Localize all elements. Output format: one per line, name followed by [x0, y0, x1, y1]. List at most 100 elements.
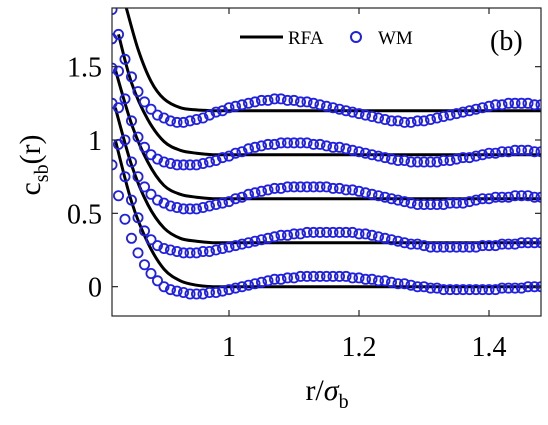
- wm-point: [262, 275, 274, 287]
- wm-point: [314, 270, 326, 282]
- wm-point: [496, 146, 508, 158]
- wm-point: [281, 94, 293, 106]
- y-tick-label: 1: [88, 126, 102, 157]
- rfa-line-3: [117, 34, 541, 157]
- wm-point: [242, 188, 254, 200]
- wm-point: [457, 197, 469, 209]
- wm-point: [184, 159, 196, 171]
- wm-point: [424, 156, 436, 168]
- wm-point: [268, 273, 280, 285]
- wm-point: [249, 187, 261, 199]
- wm-point: [502, 282, 514, 294]
- wm-point: [463, 105, 475, 117]
- wm-point: [171, 245, 183, 257]
- x-tick-label: 1: [222, 332, 236, 363]
- x-tick-label: 1.4: [472, 332, 507, 363]
- wm-point: [333, 103, 345, 115]
- wm-point: [509, 144, 521, 156]
- wm-point: [164, 244, 176, 256]
- wm-point: [405, 238, 417, 250]
- wm-point: [210, 198, 222, 210]
- wm-point: [398, 154, 410, 166]
- wm-point: [171, 116, 183, 128]
- wm-point: [450, 284, 462, 296]
- wm-point: [359, 109, 371, 121]
- wm-point: [203, 245, 215, 257]
- wm-point: [392, 194, 404, 206]
- wm-point: [151, 240, 163, 252]
- wm-point: [463, 241, 475, 253]
- wm-point: [158, 197, 170, 209]
- wm-point: [132, 247, 144, 259]
- wm-point: [327, 102, 339, 114]
- wm-point: [327, 141, 339, 153]
- wm-point: [275, 137, 287, 149]
- wm-point: [437, 241, 449, 253]
- wm-point: [203, 156, 215, 168]
- wm-point: [281, 272, 293, 284]
- wm-point: [437, 154, 449, 166]
- wm-point: [177, 247, 189, 259]
- wm-point: [529, 99, 541, 111]
- wm-point: [411, 115, 423, 127]
- wm-point: [158, 281, 170, 293]
- wm-point: [450, 153, 462, 165]
- wm-point: [138, 96, 150, 108]
- wm-point: [177, 159, 189, 171]
- wm-point: [496, 282, 508, 294]
- wm-point: [184, 115, 196, 127]
- wm-point: [535, 99, 541, 111]
- rfa-line-2: [113, 69, 541, 201]
- wm-point: [275, 93, 287, 105]
- wm-point: [151, 153, 163, 165]
- wm-point: [385, 115, 397, 127]
- wm-point: [333, 270, 345, 282]
- wm-point: [366, 188, 378, 200]
- wm-point: [502, 191, 514, 203]
- wm-point: [470, 103, 482, 115]
- wm-point: [431, 241, 443, 253]
- wm-point: [301, 226, 313, 238]
- wm-point: [431, 156, 443, 168]
- legend: RFA WM: [240, 28, 413, 49]
- wm-point: [385, 193, 397, 205]
- wm-point: [529, 191, 541, 203]
- wm-point: [489, 240, 501, 252]
- wm-point: [372, 190, 384, 202]
- wm-point: [366, 111, 378, 123]
- wm-point: [132, 131, 144, 143]
- wm-point: [314, 99, 326, 111]
- wm-point: [372, 275, 384, 287]
- wm-point: [522, 281, 534, 293]
- wm-point: [463, 152, 475, 164]
- wm-point: [307, 138, 319, 150]
- wm-point: [255, 234, 267, 246]
- wm-point: [236, 191, 248, 203]
- wm-point: [262, 94, 274, 106]
- wm-point: [158, 112, 170, 124]
- wm-point: [385, 276, 397, 288]
- wm-point: [145, 267, 157, 279]
- wm-point: [294, 228, 306, 240]
- wm-point: [437, 284, 449, 296]
- rfa-line-4: [124, 8, 541, 113]
- wm-point: [489, 147, 501, 159]
- wm-point: [411, 238, 423, 250]
- wm-point: [509, 282, 521, 294]
- wm-point: [333, 226, 345, 238]
- wm-point: [418, 240, 430, 252]
- wm-point: [177, 203, 189, 215]
- wm-point: [346, 272, 358, 284]
- wm-point: [262, 184, 274, 196]
- wm-point: [346, 226, 358, 238]
- wm-point: [216, 197, 228, 209]
- wm-point: [431, 282, 443, 294]
- wm-point: [379, 114, 391, 126]
- wm-point: [242, 279, 254, 291]
- wm-point: [320, 181, 332, 193]
- wm-point: [294, 96, 306, 108]
- wm-point: [346, 106, 358, 118]
- wm-point: [177, 116, 189, 128]
- x-tick-label: 1.2: [342, 332, 377, 363]
